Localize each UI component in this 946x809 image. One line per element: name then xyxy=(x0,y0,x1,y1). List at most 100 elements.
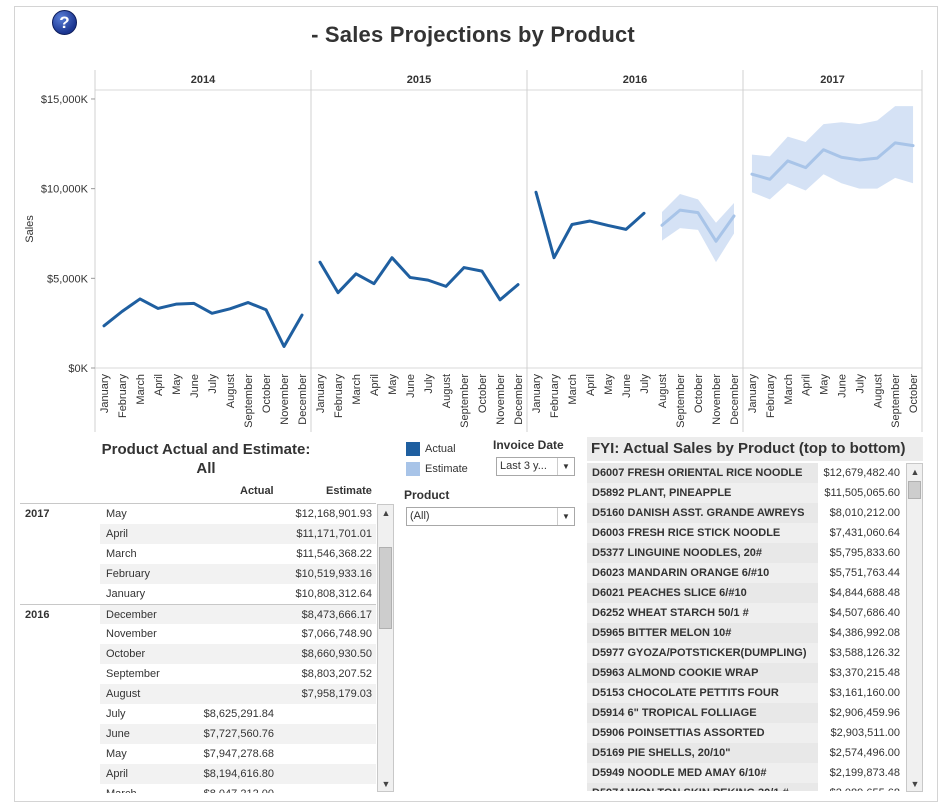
estimate-cell: $10,808,312.64 xyxy=(295,588,372,600)
month-tick-label: December xyxy=(513,374,525,425)
month-tick-label: December xyxy=(297,374,309,425)
col-estimate-header: Estimate xyxy=(326,485,372,497)
month-tick-label: December xyxy=(729,374,741,425)
list-item[interactable]: D5914 6" TROPICAL FOLLIAGE $2,906,459.96 xyxy=(587,703,905,723)
product-name: D5892 PLANT, PINEAPPLE xyxy=(587,483,818,503)
month-tick-label: August xyxy=(872,374,884,408)
scroll-up-icon[interactable]: ▲ xyxy=(381,508,391,518)
month-cell: February xyxy=(106,568,151,580)
product-dropdown[interactable]: (All) ▼ xyxy=(406,507,575,526)
month-cell: May xyxy=(106,748,127,760)
list-item[interactable]: D6007 FRESH ORIENTAL RICE NOODLE $12,679,… xyxy=(587,463,905,483)
right-table-scrollbar[interactable]: ▲ ▼ xyxy=(906,463,923,792)
product-sales-value: $2,574,496.00 xyxy=(829,747,900,759)
product-name: D5977 GYOZA/POTSTICKER(DUMPLING) xyxy=(587,643,818,663)
actual-cell: $8,047,212.00 xyxy=(204,784,274,793)
month-tick-label: February xyxy=(549,374,561,419)
panel-year-label: 2017 xyxy=(820,74,844,86)
month-cell: October xyxy=(106,648,146,660)
product-sales-value: $11,505,065.60 xyxy=(824,487,900,499)
left-table-scroll-thumb[interactable] xyxy=(379,547,392,629)
table-row: April $11,171,701.01 xyxy=(20,524,376,544)
month-tick-label: May xyxy=(387,374,399,395)
product-value: (All) xyxy=(410,510,430,522)
actual-cell: $7,947,278.68 xyxy=(203,748,274,760)
month-tick-label: September xyxy=(243,374,255,428)
list-item[interactable]: D5906 POINSETTIAS ASSORTED $2,903,511.00 xyxy=(587,723,905,743)
month-tick-label: June xyxy=(405,374,417,398)
list-item[interactable]: D6003 FRESH RICE STICK NOODLE $7,431,060.… xyxy=(587,523,905,543)
month-tick-label: June xyxy=(836,374,848,398)
month-tick-label: May xyxy=(171,374,183,395)
list-item[interactable]: D6023 MANDARIN ORANGE 6/#10 $5,751,763.44 xyxy=(587,563,905,583)
product-sales-value: $3,588,126.32 xyxy=(829,647,900,659)
product-name: D5906 POINSETTIAS ASSORTED xyxy=(587,723,818,743)
month-tick-label: November xyxy=(711,374,723,425)
table-row: March $8,047,212.00 xyxy=(20,784,376,793)
scroll-up-icon[interactable]: ▲ xyxy=(910,467,920,477)
table-row: August $7,958,179.03 xyxy=(20,684,376,704)
table-row: May $7,947,278.68 xyxy=(20,744,376,764)
month-tick-label: January xyxy=(747,374,759,414)
legend-estimate-swatch xyxy=(406,462,420,476)
product-sales-value: $2,903,511.00 xyxy=(830,727,900,739)
month-tick-label: January xyxy=(531,374,543,414)
table-row: January $10,808,312.64 xyxy=(20,584,376,604)
table-row: July $8,625,291.84 xyxy=(20,704,376,724)
product-sales-value: $4,386,992.08 xyxy=(829,627,900,639)
right-table-scroll-thumb[interactable] xyxy=(908,481,921,499)
estimate-cell: $8,660,930.50 xyxy=(301,648,372,660)
actual-cell: $7,727,560.76 xyxy=(203,728,274,740)
estimate-cell: $8,803,207.52 xyxy=(301,668,372,680)
month-cell: November xyxy=(106,628,157,640)
panel-year-label: 2014 xyxy=(191,74,216,86)
list-item[interactable]: D5977 GYOZA/POTSTICKER(DUMPLING) $3,588,1… xyxy=(587,643,905,663)
left-table-scrollbar[interactable]: ▲ ▼ xyxy=(377,504,394,792)
table-row: February $10,519,933.16 xyxy=(20,564,376,584)
table-row: November $7,066,748.90 xyxy=(20,624,376,644)
month-tick-label: July xyxy=(639,374,651,394)
product-name: D5377 LINGUINE NOODLES, 20# xyxy=(587,543,818,563)
product-sales-value: $3,370,215.48 xyxy=(829,667,900,679)
left-table-title-line2: All xyxy=(196,460,216,477)
product-name: D5914 6" TROPICAL FOLLIAGE xyxy=(587,703,818,723)
list-item[interactable]: D5965 BITTER MELON 10# $4,386,992.08 xyxy=(587,623,905,643)
question-icon[interactable]: ? xyxy=(52,10,77,35)
list-item[interactable]: D6252 WHEAT STARCH 50/1 # $4,507,686.40 xyxy=(587,603,905,623)
month-cell: January xyxy=(106,588,146,600)
list-item[interactable]: D5377 LINGUINE NOODLES, 20# $5,795,833.60 xyxy=(587,543,905,563)
list-item[interactable]: D5160 DANISH ASST. GRANDE AWREYS $8,010,2… xyxy=(587,503,905,523)
scroll-down-icon[interactable]: ▼ xyxy=(910,779,920,789)
list-item[interactable]: D5892 PLANT, PINEAPPLE $11,505,065.60 xyxy=(587,483,905,503)
month-cell: April xyxy=(106,768,129,780)
month-tick-label: August xyxy=(225,374,237,408)
product-name: D5160 DANISH ASST. GRANDE AWREYS xyxy=(587,503,818,523)
scroll-down-icon[interactable]: ▼ xyxy=(381,779,391,789)
estimate-confidence-band xyxy=(662,194,734,263)
product-sales-value: $4,507,686.40 xyxy=(829,607,900,619)
product-sales-value: $2,089,655.68 xyxy=(819,783,905,791)
month-tick-label: January xyxy=(99,374,111,414)
list-item[interactable]: D6021 PEACHES SLICE 6/#10 $4,844,688.48 xyxy=(587,583,905,603)
chevron-down-icon[interactable]: ▼ xyxy=(557,508,574,525)
estimate-cell: $10,519,933.16 xyxy=(295,568,372,580)
product-sales-value: $12,679,482.40 xyxy=(823,467,900,479)
product-name: D5963 ALMOND COOKIE WRAP xyxy=(587,663,818,683)
left-table-body: 2017 May $12,168,901.93 April $11,171,701.01… xyxy=(20,503,376,793)
list-item[interactable]: D5169 PIE SHELLS, 20/10" $2,574,496.00 xyxy=(587,743,905,763)
estimate-cell: $7,958,179.03 xyxy=(301,688,372,700)
row-shade xyxy=(100,605,376,624)
list-item[interactable]: D5153 CHOCOLATE PETTITS FOUR $3,161,160.0… xyxy=(587,683,905,703)
month-tick-label: March xyxy=(567,374,579,405)
table-row: March $11,546,368.22 xyxy=(20,544,376,564)
month-tick-label: November xyxy=(495,374,507,425)
list-item[interactable]: D5974 WON TON SKIN PEKING 30/1 #$2,089,6… xyxy=(587,783,905,791)
list-item[interactable]: D5949 NOODLE MED AMAY 6/10# $2,199,873.48 xyxy=(587,763,905,783)
month-tick-label: February xyxy=(765,374,777,419)
right-table-body: D6007 FRESH ORIENTAL RICE NOODLE $12,679,… xyxy=(587,463,905,791)
list-item[interactable]: D5963 ALMOND COOKIE WRAP $3,370,215.48 xyxy=(587,663,905,683)
chevron-down-icon[interactable]: ▼ xyxy=(557,458,574,475)
month-tick-label: April xyxy=(801,374,813,396)
month-cell: August xyxy=(106,688,141,700)
invoice-date-dropdown[interactable]: Last 3 y... ▼ xyxy=(496,457,575,476)
